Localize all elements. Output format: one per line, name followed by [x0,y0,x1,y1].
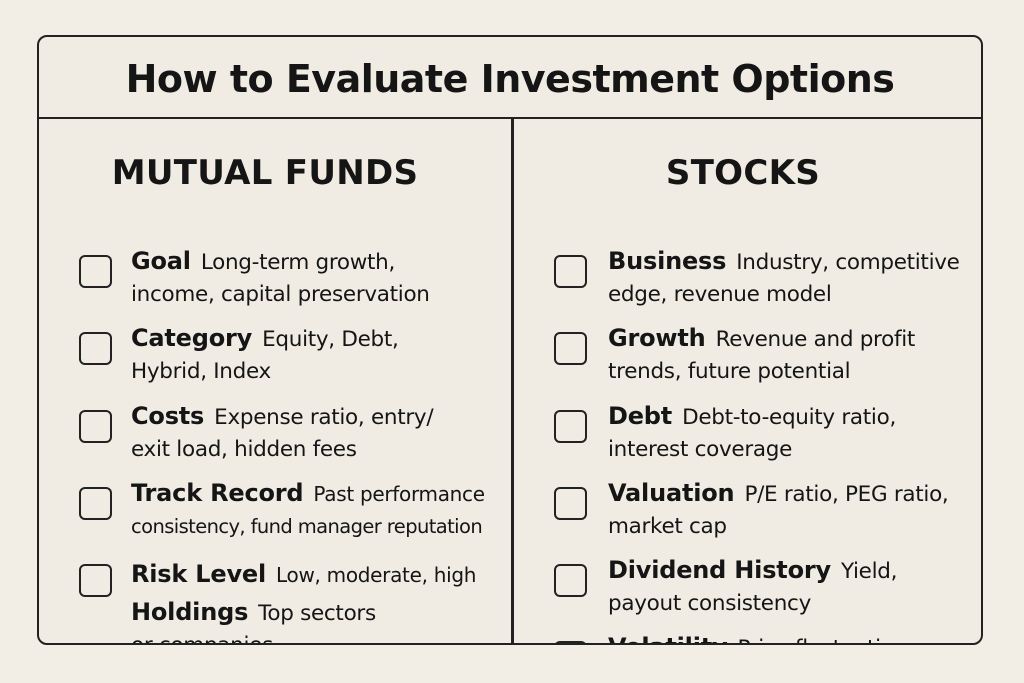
item-line-2: Hybrid, Index [131,359,271,384]
item-line-1: Costs Expense ratio, entry/ [131,400,434,434]
item-line-1: Valuation P/E ratio, PEG ratio, [608,477,949,511]
item-label: Risk Level [131,560,267,588]
item-line-1: Dividend History Yield, [608,554,897,588]
item-label: Costs [131,402,205,430]
item-description: Low, moderate, high [276,563,477,587]
checkbox[interactable] [79,410,112,443]
item-line-2: payout consistency [608,591,811,616]
item-label: Growth [608,324,706,352]
item-line-1: Business Industry, competitive [608,245,960,279]
item-line-2: income, capital preservation [131,282,430,307]
item-line-2: exit load, hidden fees [131,437,357,462]
item-description: Equity, Debt, [262,327,399,352]
item-label: Valuation [608,479,735,507]
column-divider [511,119,514,643]
item-line-2: market cap [608,514,727,539]
item-label: Holdings [131,598,249,626]
item-line-1: Goal Long-term growth, [131,245,395,279]
item-label: Category [131,324,253,352]
item-line-1: Track Record Past performance [131,477,485,511]
title-bar: How to Evaluate Investment Options [39,37,981,119]
item-line-2: interest coverage [608,437,793,462]
item-description: Price fluctuations, [737,636,924,643]
checkbox[interactable] [79,564,112,597]
stocks-heading: STOCKS [665,153,821,193]
checkbox[interactable] [79,332,112,365]
item-description: Top sectors [258,601,376,626]
checkbox[interactable] [554,641,587,643]
item-label: Track Record [131,479,304,507]
item-label: Volatility [608,633,728,643]
item-line-1: Growth Revenue and profit [608,322,915,356]
item-description: Debt-to-equity ratio, [682,405,896,430]
item-line-2: consistency, fund manager reputation [131,515,483,538]
checkbox[interactable] [554,255,587,288]
item-line-1: Risk Level Low, moderate, high [131,558,476,592]
item-line-2: edge, revenue model [608,282,832,307]
item-label: Debt [608,402,673,430]
checkbox[interactable] [554,332,587,365]
checkbox[interactable] [79,255,112,288]
mutual-funds-column: MUTUAL FUNDS Goal Long-term growth, incom… [39,119,511,643]
checkbox[interactable] [554,564,587,597]
checkbox[interactable] [554,410,587,443]
item-line-2: trends, future potential [608,359,851,384]
checklist-card: How to Evaluate Investment Options MUTUA… [37,35,983,645]
item-line-2: or companies [131,629,273,643]
checkbox[interactable] [554,487,587,520]
item-description: Industry, competitive [736,250,960,275]
page-title: How to Evaluate Investment Options [125,57,895,101]
mutual-funds-heading: MUTUAL FUNDS [111,153,419,193]
item-description: Long-term growth, [200,250,396,275]
item-line-1: Debt Debt-to-equity ratio, [608,400,896,434]
item-line-1: Volatility Price fluctuations, [608,631,925,643]
item-description: Expense ratio, entry/ [214,405,434,430]
item-label: Goal [131,247,191,275]
item-description: Past performance [313,482,485,506]
item-description: P/E ratio, PEG ratio, [744,482,949,507]
item-label: Dividend History [608,556,831,584]
item-label: Business [608,247,727,275]
stocks-column: STOCKS Business Industry, competitive edg… [513,119,981,643]
item-line-1: Holdings Top sectors [131,596,376,630]
checkbox[interactable] [79,487,112,520]
item-description: Revenue and profit [715,327,916,352]
item-description: Yield, [840,559,898,584]
item-line-1: Category Equity, Debt, [131,322,399,356]
